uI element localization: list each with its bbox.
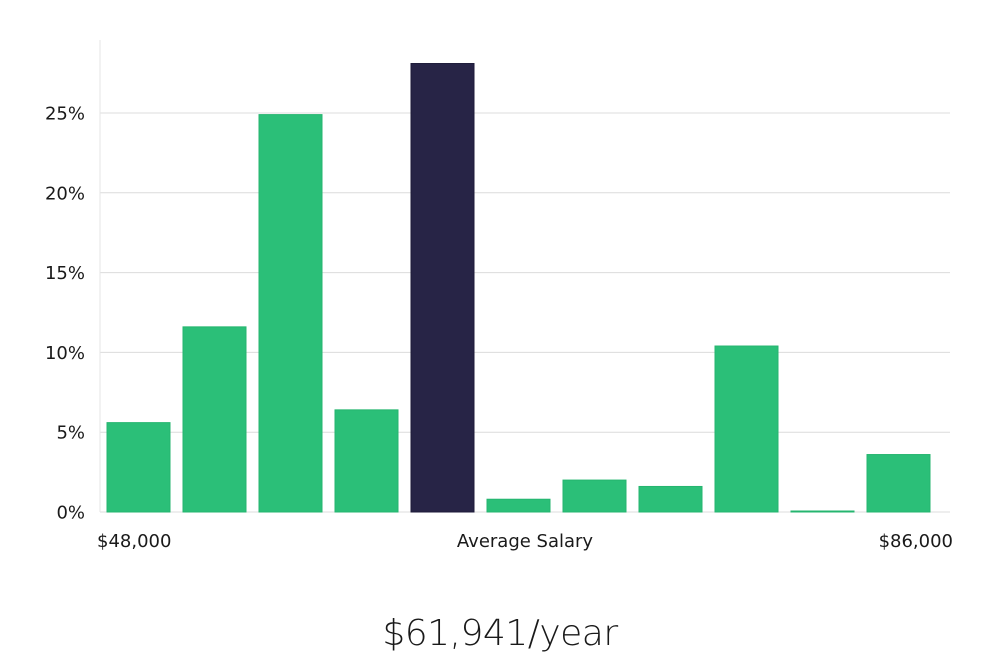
y-tick-label: 5%	[56, 423, 85, 444]
histogram-bar-average	[410, 63, 475, 513]
histogram-bar	[790, 510, 855, 513]
x-label-average: Average Salary	[457, 531, 594, 552]
histogram-bar	[562, 479, 627, 513]
histogram-bar	[334, 409, 399, 513]
y-tick-label: 20%	[45, 183, 85, 204]
histogram-bar	[638, 485, 703, 513]
histogram-bar	[258, 114, 323, 513]
histogram-bar	[106, 422, 171, 513]
y-tick-label: 15%	[45, 263, 85, 284]
y-tick-label: 25%	[45, 104, 85, 125]
salary-histogram: 0%5%10%15%20%25% $48,000 Average Salary …	[45, 40, 953, 552]
y-tick-label: 0%	[56, 503, 85, 524]
average-salary-value: $61,941/year	[382, 613, 618, 654]
x-label-min: $48,000	[97, 531, 171, 552]
histogram-bar	[182, 326, 247, 513]
histogram-bar	[714, 345, 779, 513]
y-tick-label: 10%	[45, 343, 85, 364]
bars-layer	[106, 63, 931, 513]
y-tick-labels: 0% 5% 10% 15% 20% 25%	[45, 104, 85, 524]
histogram-bar	[486, 498, 551, 513]
histogram-bar	[866, 454, 931, 513]
x-label-max: $86,000	[879, 531, 953, 552]
